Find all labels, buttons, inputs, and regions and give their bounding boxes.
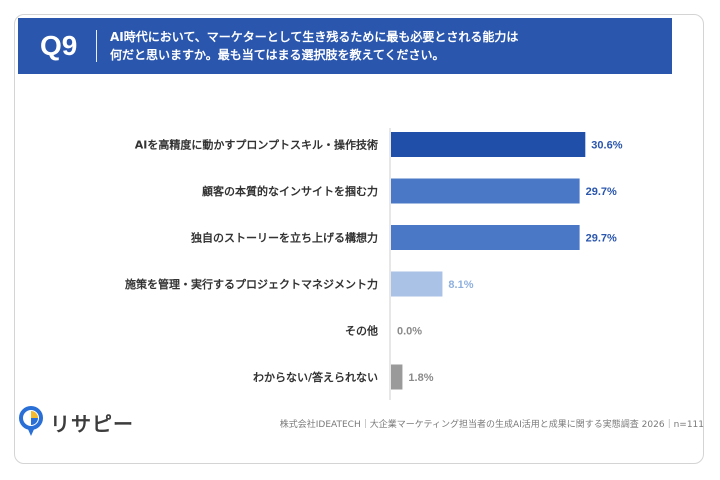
value-label: 0.0% bbox=[397, 326, 422, 338]
question-header: Q9 AI時代において、マーケターとして生き残るために最も必要とされる能力は 何… bbox=[18, 18, 672, 74]
category-label: その他 bbox=[345, 324, 378, 338]
bar bbox=[391, 132, 586, 157]
bar bbox=[391, 225, 580, 250]
question-text: AI時代において、マーケターとして生き残るために最も必要とされる能力は 何だと思… bbox=[110, 30, 519, 62]
risapy-logo: リサピー bbox=[18, 405, 134, 439]
source-note: 株式会社IDEATECH｜大企業マーケティング担当者の生成AI活用と成果に関する… bbox=[279, 420, 704, 430]
header-divider bbox=[96, 30, 97, 62]
bar bbox=[391, 178, 580, 204]
logo-pin-icon bbox=[19, 406, 43, 436]
bar bbox=[391, 364, 403, 390]
question-number: Q9 bbox=[40, 30, 78, 61]
value-label: 29.7% bbox=[586, 186, 617, 198]
category-label: 独自のストーリーを立ち上げる構想力 bbox=[190, 231, 378, 245]
chart-card bbox=[14, 14, 704, 464]
category-label: 施策を管理・実行するプロジェクトマネジメント力 bbox=[125, 277, 378, 291]
logo-text: リサピー bbox=[50, 411, 134, 436]
value-label: 8.1% bbox=[448, 279, 473, 291]
value-label: 29.7% bbox=[586, 233, 617, 245]
value-label: 30.6% bbox=[591, 140, 622, 152]
category-label: 顧客の本質的なインサイトを掴む力 bbox=[202, 184, 378, 198]
category-label: わからない/答えられない bbox=[253, 370, 378, 384]
bar bbox=[391, 271, 443, 297]
category-label: AIを高精度に動かすプロンプトスキル・操作技術 bbox=[135, 138, 378, 152]
value-label: 1.8% bbox=[408, 372, 433, 384]
